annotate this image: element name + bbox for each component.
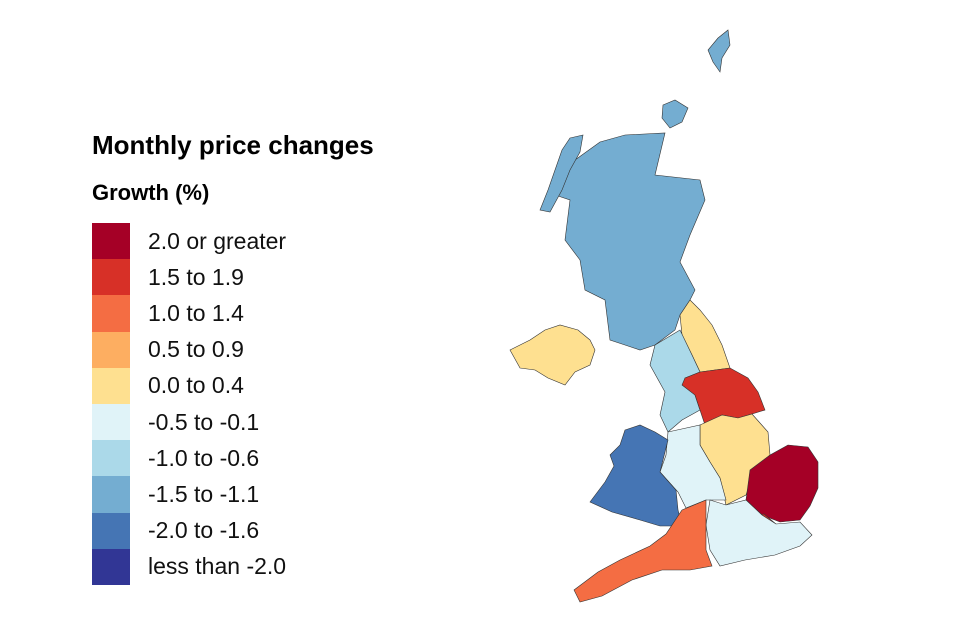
legend-item: -0.5 to -0.1 (92, 403, 286, 441)
legend-item: 0.5 to 0.9 (92, 331, 286, 368)
region-northern-ireland[interactable] (509, 324, 596, 386)
region-scotland[interactable] (554, 132, 706, 351)
legend-swatch (92, 403, 130, 441)
legend-swatch (92, 331, 130, 368)
legend-item: 0.0 to 0.4 (92, 367, 286, 404)
legend-swatch (92, 295, 130, 332)
legend-swatch (92, 223, 130, 260)
legend-item: 2.0 or greater (92, 223, 287, 260)
legend-label: -1.0 to -0.6 (148, 444, 260, 471)
legend-label: 2.0 or greater (148, 227, 287, 254)
region-wales[interactable] (589, 424, 683, 527)
region-outer-hebrides[interactable] (539, 134, 584, 213)
legend-swatch (92, 548, 130, 585)
region-orkney[interactable] (661, 99, 689, 129)
legend-item: 1.0 to 1.4 (92, 295, 286, 332)
legend-subtitle: Growth (%) (92, 180, 210, 205)
legend-title: Monthly price changes (92, 130, 374, 160)
legend-label: 1.0 to 1.4 (148, 299, 244, 326)
legend-swatch (92, 259, 130, 296)
legend-label: -2.0 to -1.6 (148, 517, 260, 544)
region-shetland[interactable] (707, 29, 731, 73)
legend-swatch (92, 512, 130, 549)
legend-item: -1.0 to -0.6 (92, 440, 286, 477)
region-south-east[interactable] (705, 499, 813, 567)
legend-swatch (92, 367, 130, 404)
region-south-west[interactable] (573, 499, 713, 603)
legend-item: -1.5 to -1.1 (92, 476, 286, 513)
legend-label: less than -2.0 (148, 553, 287, 580)
legend-item: -2.0 to -1.6 (92, 512, 286, 549)
legend-label: -0.5 to -0.1 (148, 408, 260, 435)
legend: 2.0 or greater 1.5 to 1.9 1.0 to 1.4 0.5 to… (92, 223, 286, 585)
legend-label: -1.5 to -1.1 (148, 480, 260, 507)
legend-item: less than -2.0 (92, 548, 287, 585)
legend-swatch (92, 440, 130, 477)
legend-item: 1.5 to 1.9 (92, 259, 286, 296)
legend-swatch (92, 476, 130, 513)
legend-label: 0.0 to 0.4 (148, 372, 244, 399)
legend-label: 0.5 to 0.9 (148, 336, 244, 363)
legend-label: 1.5 to 1.9 (148, 263, 244, 290)
